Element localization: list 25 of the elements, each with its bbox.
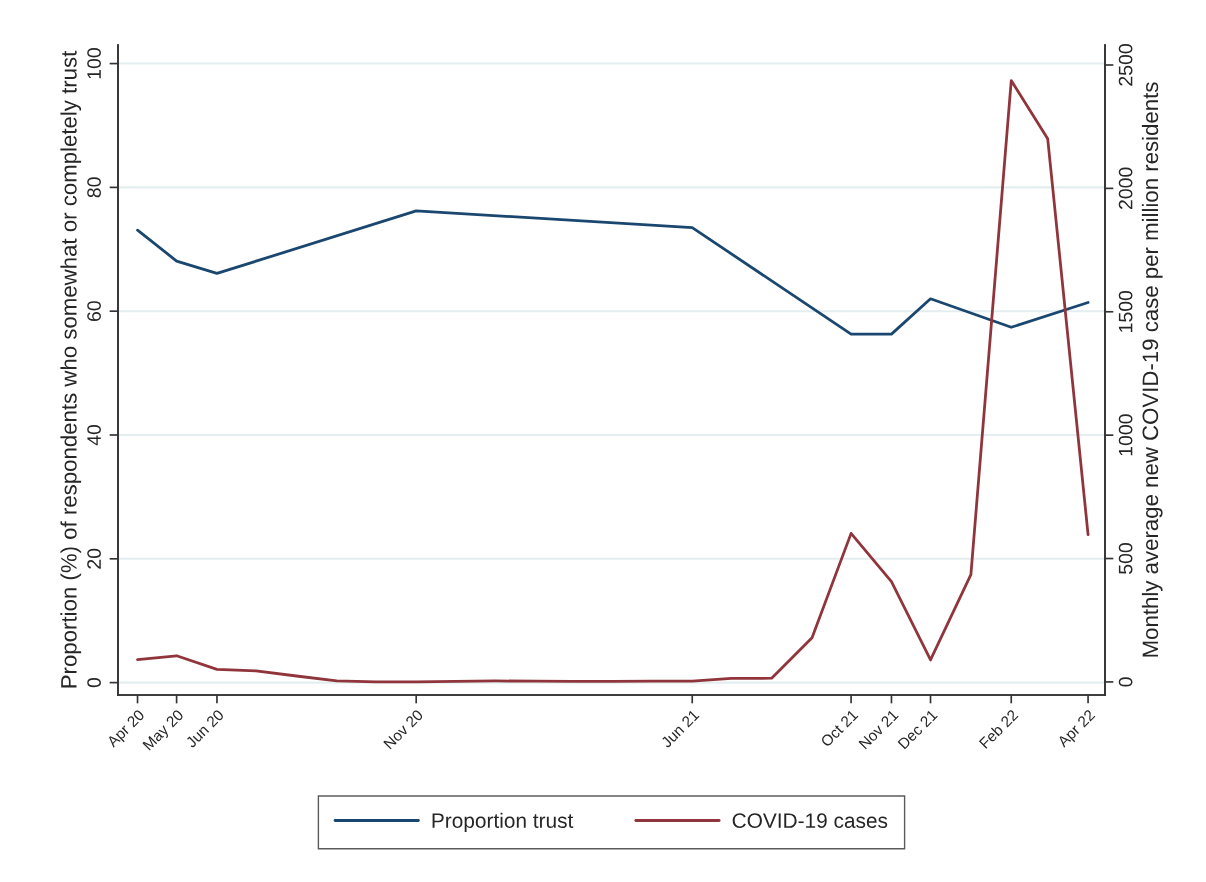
- x-tick-label: Nov 20: [383, 708, 424, 750]
- x-tick-label: Jun 20: [184, 708, 225, 749]
- legend-label: Proportion trust: [432, 812, 574, 833]
- y-tick-label: 80: [87, 177, 101, 198]
- y2-axis-title: Monthly average new COVID-19 case per million residents: [1141, 82, 1163, 657]
- y-tick-label: 100: [87, 48, 101, 79]
- y2-tick-label: 1500: [1118, 290, 1133, 332]
- y2-tick-label: 500: [1118, 543, 1133, 574]
- x-tick-label: Feb 22: [978, 708, 1019, 749]
- y2-tick-label: 0: [1118, 677, 1133, 687]
- y-tick-label: 20: [87, 548, 101, 569]
- x-tick-label: Apr 22: [1056, 709, 1098, 751]
- x-tick-label: Nov 21: [858, 709, 899, 750]
- line-series: [136, 79, 1090, 684]
- y-tick-label: 60: [87, 301, 101, 322]
- line-series: [136, 209, 1090, 336]
- y-tick-label: 40: [87, 424, 101, 446]
- y2-tick-label: 2000: [1118, 167, 1133, 210]
- x-tick-label: Jun 21: [660, 709, 700, 749]
- y2-tick-label: 1000: [1118, 414, 1133, 456]
- legend-label: COVID-19 cases: [732, 813, 888, 828]
- x-tick-label: Oct 21: [820, 709, 859, 748]
- y2-tick-label: 2500: [1118, 44, 1133, 86]
- y-tick-label: 0: [87, 677, 101, 688]
- y-axis-title: Proportion (%) of respondents who somewhat or completely trust: [60, 50, 82, 688]
